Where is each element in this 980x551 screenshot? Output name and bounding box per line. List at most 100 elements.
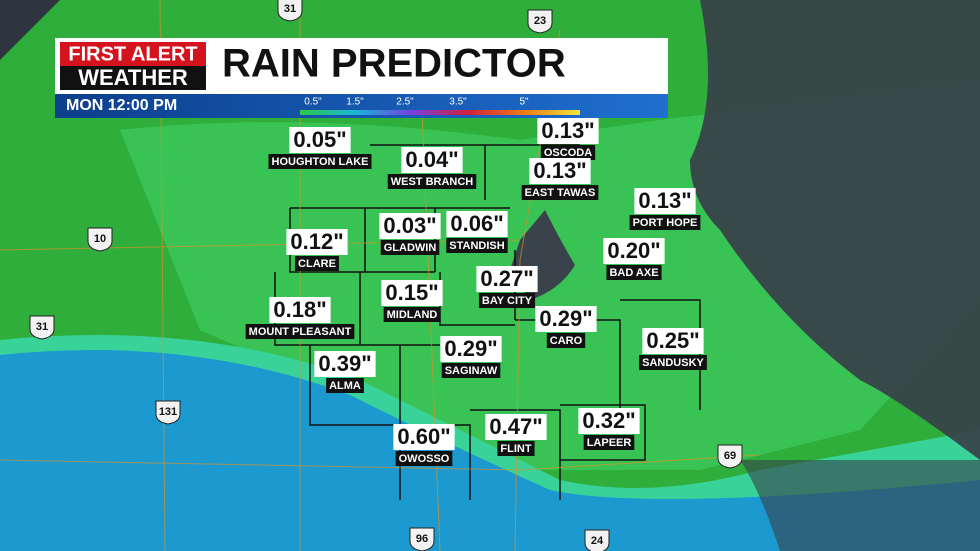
amount: 0.47" [489,414,542,439]
highway-number: 131 [159,406,177,418]
location-name: FLINT [500,443,531,455]
name-box [380,240,440,255]
legend-scale [300,110,580,115]
amount: 0.13" [533,158,586,183]
name-box [446,238,508,253]
amount-box [379,213,441,239]
highway-shield [584,529,610,551]
name-box [245,324,355,339]
name-box [546,333,586,348]
location-name: HOUGHTON LAKE [272,156,369,168]
logo-line1: FIRST ALERT [68,43,197,65]
amount: 0.60" [397,424,450,449]
location-name: CLARE [298,258,336,270]
name-box [629,215,701,230]
highway-number: 31 [284,3,296,15]
amount: 0.13" [638,188,691,213]
amount: 0.12" [290,229,343,254]
name-box [478,293,536,308]
amount: 0.29" [539,306,592,331]
name-box [639,355,707,370]
highway-shield [527,9,553,34]
amount-box [440,336,502,362]
amount-box [381,280,443,306]
amount-box [634,188,696,214]
roads [0,0,761,551]
time: MON 12:00 PM [66,97,177,114]
logo-line2: WEATHER [78,65,188,90]
name-box [268,154,372,169]
amount: 0.13" [541,118,594,143]
amount: 0.27" [480,266,533,291]
name-box [606,265,662,280]
highway-number: 24 [591,535,604,547]
legend-label: 3.5" [449,97,467,108]
rain-heavy [0,350,980,551]
highway-number: 31 [36,321,48,333]
lake-huron [690,0,980,460]
name-box [387,174,477,189]
highway-number: 10 [94,233,106,245]
amount: 0.15" [385,280,438,305]
amount-box [269,297,331,323]
amount-box [476,266,538,292]
title: RAIN PREDICTOR [222,42,566,86]
amount: 0.05" [293,127,346,152]
name-box [383,307,441,322]
amount-box [289,127,351,153]
name-box [497,441,535,456]
amount-box [393,424,455,450]
amount-box [446,211,508,237]
legend-label: 5" [519,97,529,108]
name-box [326,378,364,393]
location-name: STANDISH [449,240,504,252]
highway-shield [87,227,113,252]
location-name: WEST BRANCH [391,176,474,188]
amount: 0.03" [383,213,436,238]
amount-box [401,147,463,173]
highway-number: 96 [416,533,428,545]
amount-box [603,238,665,264]
lake-st-clair [740,460,980,551]
location-name: EAST TAWAS [525,187,596,199]
amount-box [537,118,599,144]
amount: 0.39" [318,351,371,376]
legend-label: 2.5" [396,97,414,108]
highway-shield [717,444,743,469]
amount: 0.32" [582,408,635,433]
location-name: BAD AXE [609,267,658,279]
amount-box [529,158,591,184]
legend-label: 1.5" [346,97,364,108]
amount-box [642,328,704,354]
legend-label: 0.5" [304,97,322,108]
amount-box [578,408,640,434]
amount: 0.06" [450,211,503,236]
name-box [521,185,599,200]
location-name: ALMA [329,380,361,392]
highway-shield [277,0,303,22]
amount: 0.20" [607,238,660,263]
location-name: OSCODA [544,147,592,159]
location-name: SANDUSKY [642,357,704,369]
location-name: BAY CITY [482,295,533,307]
name-box [583,435,635,450]
highway-number: 23 [534,15,546,27]
amount: 0.29" [444,336,497,361]
location-name: MOUNT PLEASANT [249,326,352,338]
amount: 0.04" [405,147,458,172]
name-box [395,451,453,466]
highway-shield [155,400,181,425]
amount: 0.25" [646,328,699,353]
amount-box [535,306,597,332]
amount-box [286,229,348,255]
location-name: PORT HOPE [633,217,698,229]
logo-red [60,42,206,66]
location-name: SAGINAW [445,365,498,377]
name-box [295,256,339,271]
location-name: MIDLAND [387,309,438,321]
name-box [540,145,596,160]
amount-box [314,351,376,377]
amount: 0.18" [273,297,326,322]
amount-box [485,414,547,440]
